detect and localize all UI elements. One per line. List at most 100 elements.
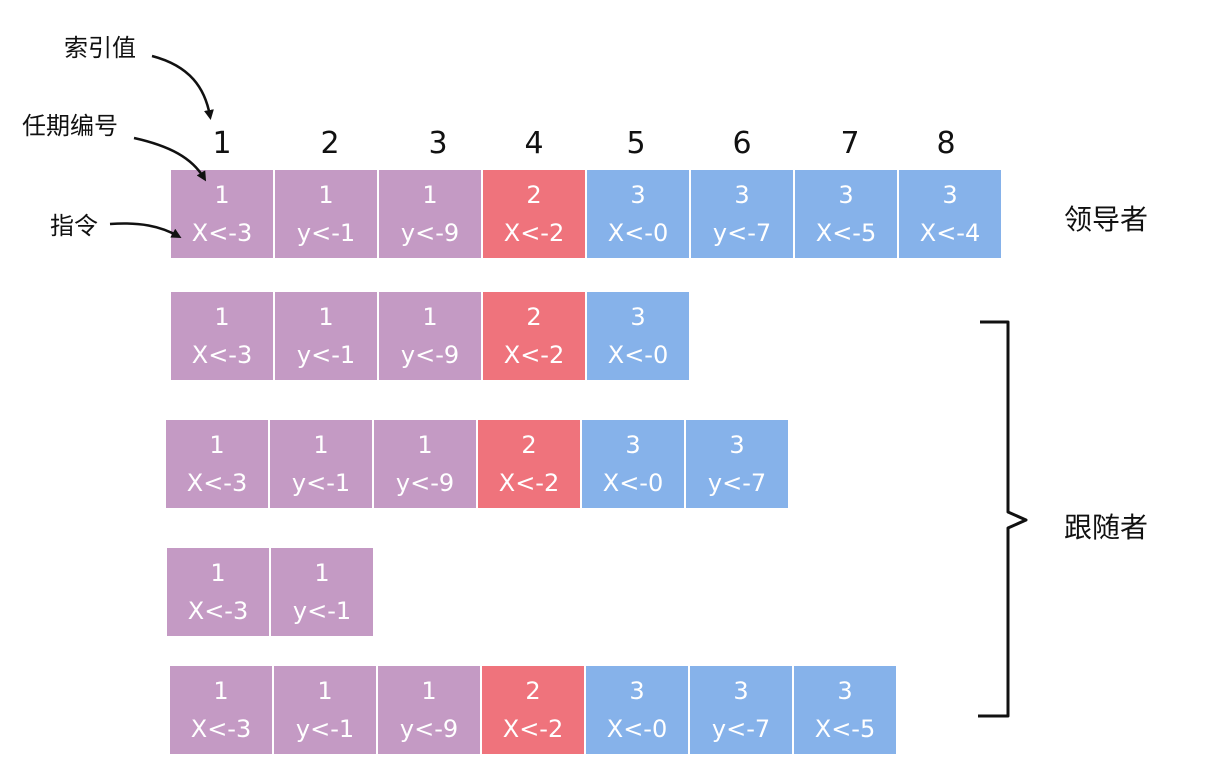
entry-command: y<-1 [295, 715, 355, 743]
command-annotation: 指令 [50, 212, 98, 240]
entry-term: 2 [526, 303, 542, 331]
entry-term: 3 [734, 181, 750, 209]
log-entry: 3 X<-0 [587, 292, 689, 380]
entry-term: 3 [838, 181, 854, 209]
leader-label: 领导者 [1064, 203, 1149, 236]
entry-command: X<-3 [191, 219, 253, 247]
log-entry: 3 X<-0 [582, 420, 684, 508]
entry-command: y<-9 [400, 219, 460, 247]
entry-term: 1 [210, 559, 226, 587]
follower-brace [978, 320, 1028, 718]
entry-command: X<-2 [503, 341, 565, 369]
entry-term: 1 [422, 303, 438, 331]
log-entry: 1 X<-3 [166, 420, 268, 508]
log-entry: 3 y<-7 [686, 420, 788, 508]
log-entry: 3 X<-0 [587, 170, 689, 258]
log-entry: 1 y<-1 [271, 548, 373, 636]
entry-command: X<-5 [814, 715, 876, 743]
entry-command: X<-4 [919, 219, 981, 247]
entry-term: 1 [214, 303, 230, 331]
entry-command: X<-0 [607, 219, 669, 247]
entry-term: 1 [317, 677, 333, 705]
log-entry: 1 y<-1 [274, 666, 376, 754]
log-entry: 1 y<-1 [275, 292, 377, 380]
entry-term: 1 [313, 431, 329, 459]
entry-command: X<-3 [187, 597, 249, 625]
entry-command: X<-3 [186, 469, 248, 497]
log-entry: 2 X<-2 [483, 292, 585, 380]
entry-command: y<-1 [296, 341, 356, 369]
entry-command: y<-1 [292, 597, 352, 625]
entry-term: 1 [213, 677, 229, 705]
log-entry: 1 X<-3 [170, 666, 272, 754]
entry-term: 1 [314, 559, 330, 587]
log-entry: 3 y<-7 [690, 666, 792, 754]
log-entry: 1 X<-3 [171, 170, 273, 258]
index-number: 6 [732, 126, 752, 161]
entry-command: X<-0 [606, 715, 668, 743]
entry-term: 2 [521, 431, 537, 459]
index-annotation: 索引值 [64, 34, 136, 62]
index-number: 4 [524, 126, 544, 161]
entry-command: X<-2 [503, 219, 565, 247]
log-entry: 1 y<-9 [379, 292, 481, 380]
entry-term: 3 [629, 677, 645, 705]
log-entry: 1 y<-9 [374, 420, 476, 508]
log-entry: 2 X<-2 [478, 420, 580, 508]
log-entry: 3 X<-0 [586, 666, 688, 754]
entry-term: 3 [625, 431, 641, 459]
entry-term: 3 [630, 181, 646, 209]
entry-command: y<-9 [399, 715, 459, 743]
index-number: 3 [428, 126, 448, 161]
entry-term: 1 [214, 181, 230, 209]
index-arrow [151, 54, 214, 120]
log-entry: 2 X<-2 [482, 666, 584, 754]
entry-command: y<-9 [400, 341, 460, 369]
entry-command: y<-7 [711, 715, 771, 743]
entry-term: 3 [942, 181, 958, 209]
term-annotation: 任期编号 [22, 112, 118, 140]
log-entry: 1 X<-3 [171, 292, 273, 380]
entry-term: 3 [729, 431, 745, 459]
log-entry: 1 y<-9 [379, 170, 481, 258]
log-entry: 1 y<-1 [270, 420, 372, 508]
entry-term: 3 [733, 677, 749, 705]
entry-command: X<-5 [815, 219, 877, 247]
entry-term: 1 [417, 431, 433, 459]
index-number: 2 [320, 126, 340, 161]
index-number: 1 [212, 126, 232, 161]
log-entry: 3 X<-4 [899, 170, 1001, 258]
entry-term: 3 [837, 677, 853, 705]
entry-term: 2 [525, 677, 541, 705]
log-entry: 2 X<-2 [483, 170, 585, 258]
index-number: 7 [840, 126, 860, 161]
entry-term: 1 [209, 431, 225, 459]
command-arrow [109, 222, 182, 238]
entry-term: 3 [630, 303, 646, 331]
log-entry: 3 X<-5 [794, 666, 896, 754]
entry-term: 2 [526, 181, 542, 209]
log-entry: 3 y<-7 [691, 170, 793, 258]
entry-command: y<-7 [707, 469, 767, 497]
entry-command: y<-1 [291, 469, 351, 497]
index-number: 5 [626, 126, 646, 161]
entry-term: 1 [318, 181, 334, 209]
log-entry: 1 X<-3 [167, 548, 269, 636]
entry-command: y<-9 [395, 469, 455, 497]
entry-command: X<-3 [191, 341, 253, 369]
entry-term: 1 [318, 303, 334, 331]
entry-command: y<-1 [296, 219, 356, 247]
index-number: 8 [936, 126, 956, 161]
follower-label: 跟随者 [1064, 511, 1149, 544]
entry-command: X<-0 [602, 469, 664, 497]
log-entry: 1 y<-9 [378, 666, 480, 754]
entry-term: 1 [421, 677, 437, 705]
log-entry: 3 X<-5 [795, 170, 897, 258]
entry-term: 1 [422, 181, 438, 209]
entry-command: X<-3 [190, 715, 252, 743]
entry-command: y<-7 [712, 219, 772, 247]
log-entry: 1 y<-1 [275, 170, 377, 258]
entry-command: X<-0 [607, 341, 669, 369]
entry-command: X<-2 [498, 469, 560, 497]
